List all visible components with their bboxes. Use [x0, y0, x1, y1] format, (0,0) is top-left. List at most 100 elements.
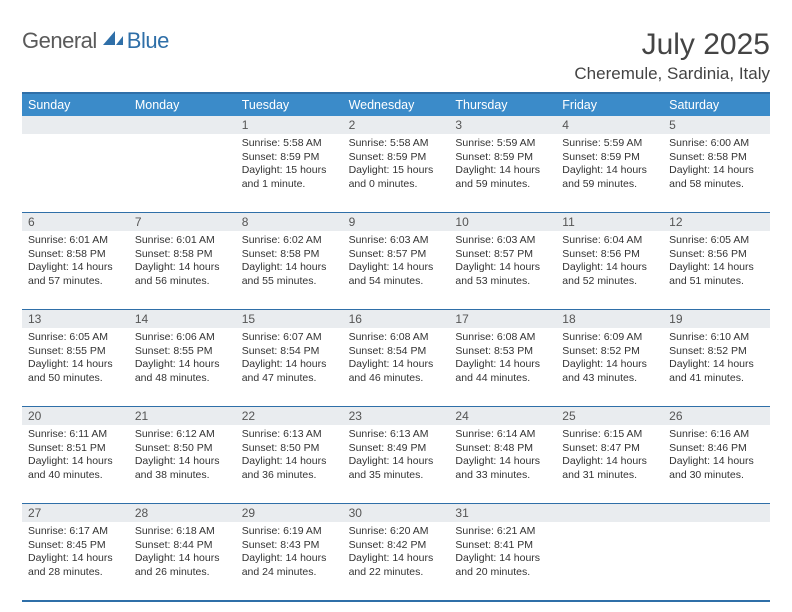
day-number: 10: [449, 213, 556, 231]
title-block: July 2025 Cheremule, Sardinia, Italy: [574, 28, 770, 84]
calendar-cell: Sunrise: 6:01 AMSunset: 8:58 PMDaylight:…: [22, 231, 129, 309]
sunrise-text: Sunrise: 6:03 AM: [349, 234, 444, 248]
day-header: Friday: [556, 94, 663, 116]
sunset-text: Sunset: 8:58 PM: [669, 151, 764, 165]
day-number: 16: [343, 310, 450, 328]
sunset-text: Sunset: 8:59 PM: [349, 151, 444, 165]
calendar-cell: Sunrise: 6:03 AMSunset: 8:57 PMDaylight:…: [449, 231, 556, 309]
daylight-text: Daylight: 14 hours and 47 minutes.: [242, 358, 337, 385]
daylight-text: Daylight: 14 hours and 43 minutes.: [562, 358, 657, 385]
day-number: 9: [343, 213, 450, 231]
day-number: 4: [556, 116, 663, 134]
daylight-text: Daylight: 14 hours and 56 minutes.: [135, 261, 230, 288]
sunset-text: Sunset: 8:48 PM: [455, 442, 550, 456]
daylight-text: Daylight: 14 hours and 26 minutes.: [135, 552, 230, 579]
sunrise-text: Sunrise: 6:18 AM: [135, 525, 230, 539]
daylight-text: Daylight: 14 hours and 58 minutes.: [669, 164, 764, 191]
calendar-cell: Sunrise: 6:17 AMSunset: 8:45 PMDaylight:…: [22, 522, 129, 600]
sunset-text: Sunset: 8:58 PM: [135, 248, 230, 262]
daylight-text: Daylight: 14 hours and 51 minutes.: [669, 261, 764, 288]
sunrise-text: Sunrise: 6:08 AM: [349, 331, 444, 345]
calendar-cell: Sunrise: 6:09 AMSunset: 8:52 PMDaylight:…: [556, 328, 663, 406]
calendar-cell: Sunrise: 6:16 AMSunset: 8:46 PMDaylight:…: [663, 425, 770, 503]
calendar-cell: Sunrise: 6:05 AMSunset: 8:56 PMDaylight:…: [663, 231, 770, 309]
day-number: 31: [449, 504, 556, 522]
sunrise-text: Sunrise: 5:58 AM: [242, 137, 337, 151]
sunset-text: Sunset: 8:58 PM: [242, 248, 337, 262]
daylight-text: Daylight: 14 hours and 59 minutes.: [562, 164, 657, 191]
daylight-text: Daylight: 14 hours and 46 minutes.: [349, 358, 444, 385]
day-number: [663, 504, 770, 522]
sunset-text: Sunset: 8:56 PM: [562, 248, 657, 262]
day-number: 19: [663, 310, 770, 328]
daylight-text: Daylight: 14 hours and 30 minutes.: [669, 455, 764, 482]
day-number: 3: [449, 116, 556, 134]
daylight-text: Daylight: 14 hours and 52 minutes.: [562, 261, 657, 288]
daylight-text: Daylight: 14 hours and 36 minutes.: [242, 455, 337, 482]
day-number: 14: [129, 310, 236, 328]
calendar-cell: Sunrise: 5:58 AMSunset: 8:59 PMDaylight:…: [236, 134, 343, 212]
calendar-cell: Sunrise: 6:07 AMSunset: 8:54 PMDaylight:…: [236, 328, 343, 406]
sunrise-text: Sunrise: 6:00 AM: [669, 137, 764, 151]
sunset-text: Sunset: 8:57 PM: [349, 248, 444, 262]
calendar-cell: Sunrise: 6:08 AMSunset: 8:54 PMDaylight:…: [343, 328, 450, 406]
sunrise-text: Sunrise: 5:59 AM: [562, 137, 657, 151]
sunset-text: Sunset: 8:59 PM: [455, 151, 550, 165]
daylight-text: Daylight: 14 hours and 57 minutes.: [28, 261, 123, 288]
calendar-cell: [663, 522, 770, 600]
day-number: 21: [129, 407, 236, 425]
sunset-text: Sunset: 8:55 PM: [28, 345, 123, 359]
sunrise-text: Sunrise: 6:21 AM: [455, 525, 550, 539]
sunset-text: Sunset: 8:59 PM: [562, 151, 657, 165]
sunrise-text: Sunrise: 6:16 AM: [669, 428, 764, 442]
day-number: 2: [343, 116, 450, 134]
daylight-text: Daylight: 14 hours and 54 minutes.: [349, 261, 444, 288]
calendar-cell: [556, 522, 663, 600]
day-header: Thursday: [449, 94, 556, 116]
sunrise-text: Sunrise: 6:10 AM: [669, 331, 764, 345]
calendar-cell: Sunrise: 5:59 AMSunset: 8:59 PMDaylight:…: [556, 134, 663, 212]
day-number: 20: [22, 407, 129, 425]
page-title-month: July 2025: [574, 28, 770, 62]
day-number: 22: [236, 407, 343, 425]
logo: General Blue: [22, 28, 169, 54]
day-header-row: Sunday Monday Tuesday Wednesday Thursday…: [22, 94, 770, 116]
sunrise-text: Sunrise: 6:17 AM: [28, 525, 123, 539]
day-number: 15: [236, 310, 343, 328]
sunset-text: Sunset: 8:57 PM: [455, 248, 550, 262]
sunrise-text: Sunrise: 6:14 AM: [455, 428, 550, 442]
sunset-text: Sunset: 8:54 PM: [349, 345, 444, 359]
daylight-text: Daylight: 14 hours and 55 minutes.: [242, 261, 337, 288]
day-number: 28: [129, 504, 236, 522]
daylight-text: Daylight: 14 hours and 22 minutes.: [349, 552, 444, 579]
day-number: 17: [449, 310, 556, 328]
calendar-cell: Sunrise: 6:03 AMSunset: 8:57 PMDaylight:…: [343, 231, 450, 309]
calendar-cell: Sunrise: 6:20 AMSunset: 8:42 PMDaylight:…: [343, 522, 450, 600]
sunset-text: Sunset: 8:42 PM: [349, 539, 444, 553]
sunrise-text: Sunrise: 6:05 AM: [28, 331, 123, 345]
day-number: [129, 116, 236, 134]
calendar-cell: Sunrise: 6:12 AMSunset: 8:50 PMDaylight:…: [129, 425, 236, 503]
calendar-cell: [22, 134, 129, 212]
sunrise-text: Sunrise: 6:15 AM: [562, 428, 657, 442]
sunset-text: Sunset: 8:47 PM: [562, 442, 657, 456]
calendar-cell: Sunrise: 6:05 AMSunset: 8:55 PMDaylight:…: [22, 328, 129, 406]
calendar-cell: Sunrise: 6:15 AMSunset: 8:47 PMDaylight:…: [556, 425, 663, 503]
day-number: [22, 116, 129, 134]
day-number: 23: [343, 407, 450, 425]
sunrise-text: Sunrise: 6:03 AM: [455, 234, 550, 248]
page-title-location: Cheremule, Sardinia, Italy: [574, 64, 770, 84]
daylight-text: Daylight: 14 hours and 59 minutes.: [455, 164, 550, 191]
day-number: 13: [22, 310, 129, 328]
sunset-text: Sunset: 8:54 PM: [242, 345, 337, 359]
daylight-text: Daylight: 14 hours and 44 minutes.: [455, 358, 550, 385]
sunrise-text: Sunrise: 6:01 AM: [28, 234, 123, 248]
daylight-text: Daylight: 14 hours and 41 minutes.: [669, 358, 764, 385]
day-number: 30: [343, 504, 450, 522]
sunrise-text: Sunrise: 6:06 AM: [135, 331, 230, 345]
calendar-cell: Sunrise: 6:21 AMSunset: 8:41 PMDaylight:…: [449, 522, 556, 600]
day-number: 6: [22, 213, 129, 231]
header: General Blue July 2025 Cheremule, Sardin…: [22, 28, 770, 84]
day-number: 25: [556, 407, 663, 425]
day-number: 7: [129, 213, 236, 231]
